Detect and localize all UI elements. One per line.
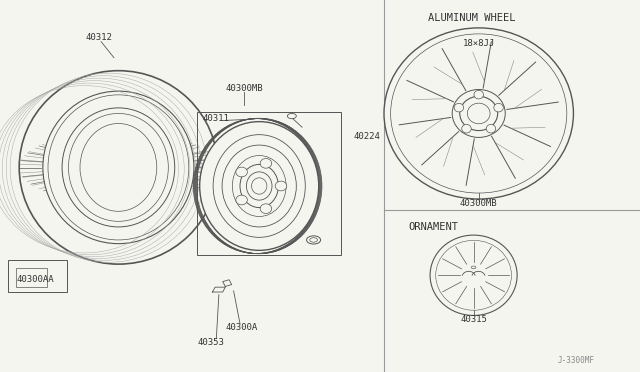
Ellipse shape (460, 96, 498, 131)
Text: 40311: 40311 (202, 114, 229, 123)
Ellipse shape (486, 124, 496, 133)
Circle shape (307, 236, 321, 244)
Ellipse shape (275, 181, 287, 191)
Ellipse shape (384, 28, 573, 199)
Text: 40312: 40312 (86, 33, 113, 42)
Text: J-3300MF: J-3300MF (557, 356, 595, 365)
Ellipse shape (43, 91, 194, 244)
Ellipse shape (494, 103, 503, 112)
Circle shape (287, 113, 296, 119)
Ellipse shape (80, 124, 157, 211)
Ellipse shape (200, 122, 319, 250)
Text: 40300AA: 40300AA (17, 275, 54, 284)
Ellipse shape (222, 145, 296, 227)
Ellipse shape (430, 235, 517, 315)
Text: ALUMINUM WHEEL: ALUMINUM WHEEL (428, 13, 515, 23)
Ellipse shape (252, 178, 267, 194)
Bar (8, 260, 67, 292)
Ellipse shape (461, 124, 471, 133)
Ellipse shape (62, 108, 175, 227)
Ellipse shape (236, 195, 247, 205)
Ellipse shape (260, 158, 272, 168)
Text: 40353: 40353 (198, 339, 225, 347)
Bar (197, 112, 341, 255)
Ellipse shape (260, 204, 272, 214)
Text: 40224: 40224 (353, 132, 380, 141)
Ellipse shape (240, 164, 278, 208)
Text: 18×8JJ: 18×8JJ (463, 39, 495, 48)
Text: 40300MB: 40300MB (460, 199, 497, 208)
Ellipse shape (236, 167, 247, 177)
Text: 40300MB: 40300MB (226, 84, 263, 93)
Ellipse shape (474, 90, 483, 99)
Text: 40300A: 40300A (226, 323, 258, 332)
Bar (16, 268, 47, 287)
Text: ORNAMENT: ORNAMENT (408, 222, 458, 232)
Text: 40315: 40315 (460, 315, 487, 324)
Ellipse shape (454, 103, 463, 112)
